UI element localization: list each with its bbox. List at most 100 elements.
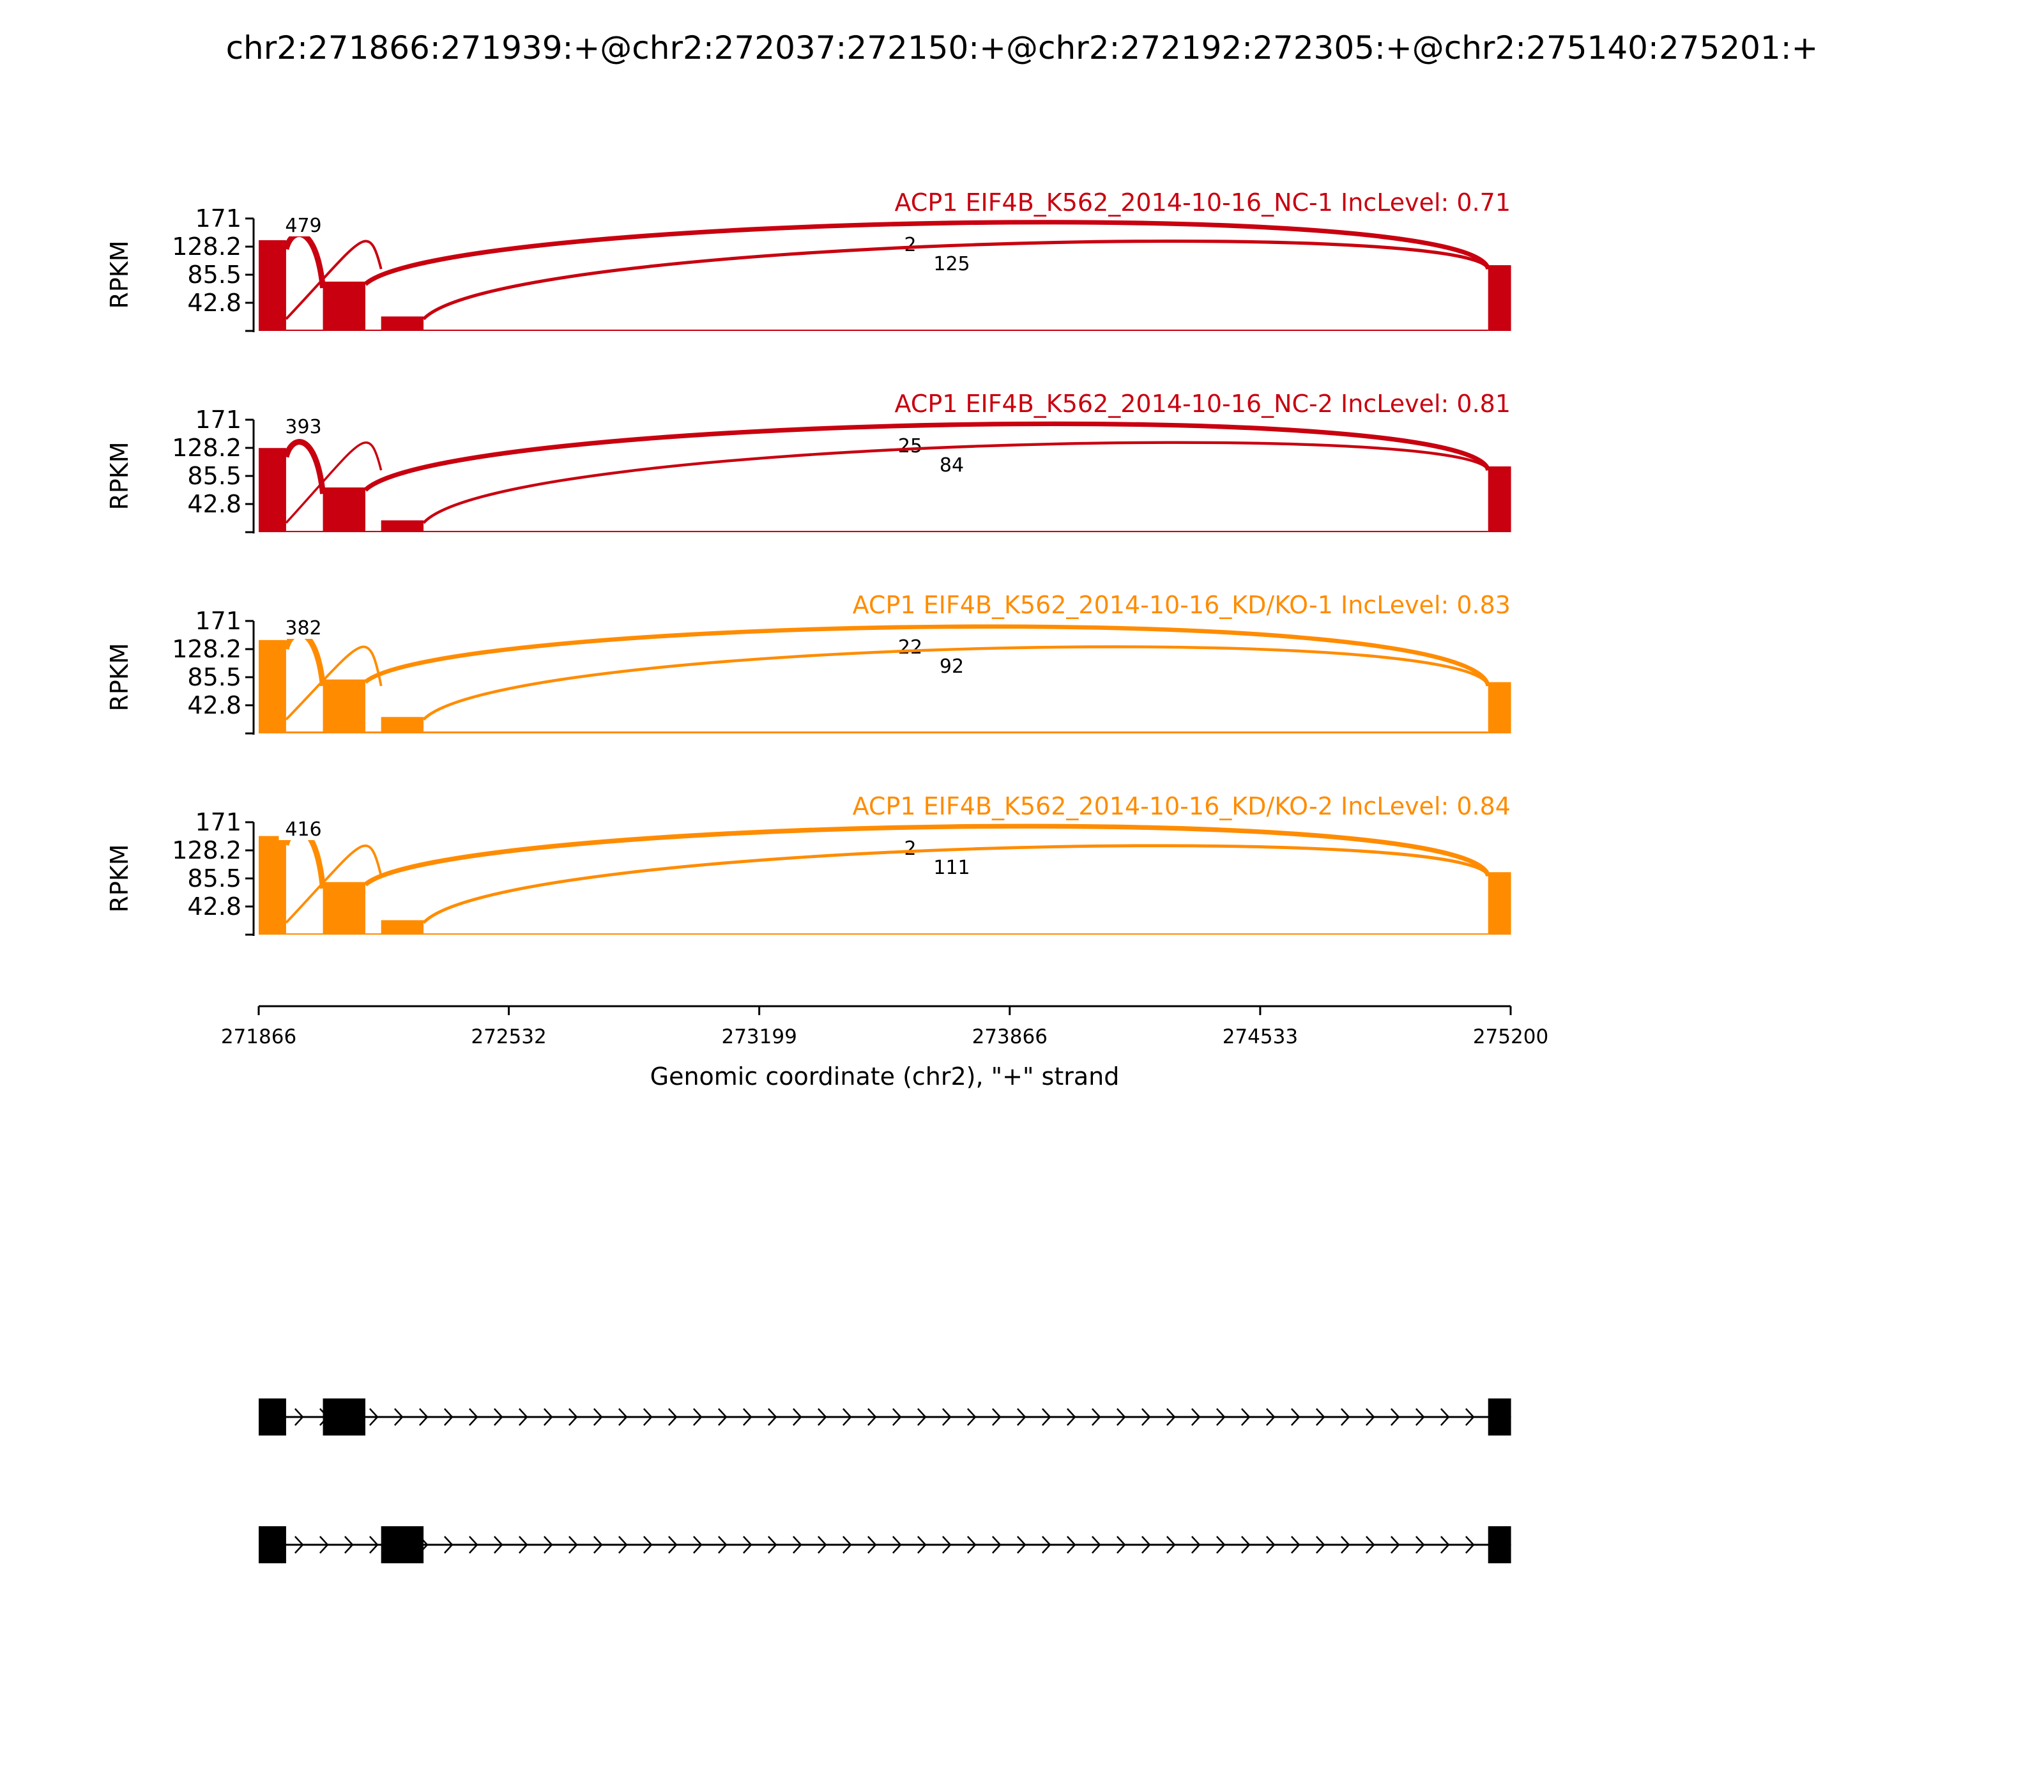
junction-label-box [278,617,328,639]
junction-label: 84 [940,454,964,477]
junction-label: 22 [898,636,922,659]
strand-chevron [418,1408,429,1426]
strand-chevron [1092,1408,1101,1426]
junction-label-box [897,838,923,859]
strand-chevron [967,1536,977,1554]
exon-block [259,1398,286,1436]
strand-chevron [843,1536,852,1554]
junction-arc [422,645,1490,721]
junction-label-box [897,234,923,256]
strand-chevron [1067,1536,1076,1554]
junction-arc [363,823,1491,887]
junction-label-box [927,857,977,878]
strand-chevron [1191,1536,1201,1554]
y-axis-label: RPKM [105,240,133,309]
junction-arc [283,439,326,494]
strand-chevron [942,1408,952,1426]
junction-label-box [933,655,970,677]
track-title: ACP1 EIF4B_K562_2014-10-16_KD/KO-2 IncLe… [853,792,1511,820]
strand-chevron [568,1408,578,1426]
track-title: ACP1 EIF4B_K562_2014-10-16_NC-2 IncLevel… [894,390,1511,418]
strand-chevron [1191,1408,1201,1426]
strand-chevron [618,1408,628,1426]
junction-label: 2 [904,234,916,256]
junction-arc [283,631,326,687]
strand-chevron [693,1408,703,1426]
y-tick-label: 42.8 [187,289,241,317]
strand-chevron [892,1408,902,1426]
exon3-coverage [381,316,424,331]
track-3: 382532292ACP1 EIF4B_K562_2014-10-16_KD/K… [105,591,1511,735]
strand-chevron [917,1536,927,1554]
intron-coverage [286,731,1488,733]
y-tick-label: 128.2 [172,434,241,462]
strand-chevron [917,1408,927,1426]
strand-chevron [1241,1536,1251,1554]
strand-chevron [793,1408,802,1426]
intron-coverage [286,933,1488,935]
strand-chevron [593,1536,603,1554]
junction-label: 111 [933,857,970,879]
exon3-coverage [381,717,424,733]
page-title: chr2:271866:271939:+@chr2:272037:272150:… [226,29,1819,66]
exon-block [381,1526,424,1563]
intron-coverage [286,530,1488,532]
junction-label: 479 [285,215,321,237]
strand-chevron [1141,1408,1151,1426]
exon-block [323,1398,365,1436]
strand-chevron [967,1408,977,1426]
exon4-coverage [1488,265,1511,331]
x-tick-label: 273866 [972,1025,1048,1048]
strand-chevron [1291,1408,1300,1426]
intron-coverage [286,329,1488,331]
track-title: ACP1 EIF4B_K562_2014-10-16_KD/KO-1 IncLe… [853,591,1511,619]
strand-chevron [643,1536,653,1554]
strand-chevron [743,1536,752,1554]
strand-chevron [468,1536,478,1554]
tracks-layer: 479572125ACP1 EIF4B_K562_2014-10-16_NC-1… [105,188,1511,936]
strand-chevron [992,1536,1002,1554]
y-tick-label: 128.2 [172,233,241,261]
y-tick-label: 171 [195,607,241,635]
strand-chevron [818,1536,827,1554]
exon2-coverage [323,487,365,532]
strand-chevron [1465,1408,1475,1426]
exon2-coverage [323,281,365,331]
isoform-skipping [259,1526,1511,1563]
strand-chevron [1216,1536,1226,1554]
junction-label-box [892,636,929,658]
strand-chevron [493,1408,503,1426]
track-2: 393292584ACP1 EIF4B_K562_2014-10-16_NC-2… [105,390,1511,533]
strand-chevron [1341,1536,1350,1554]
y-tick-label: 171 [195,204,241,233]
strand-chevron [1166,1408,1176,1426]
exon3-coverage [381,920,424,935]
strand-chevron [1266,1536,1276,1554]
y-tick-label: 85.5 [187,462,241,490]
strand-chevron [693,1536,703,1554]
strand-chevron [443,1536,454,1554]
strand-chevron [867,1536,877,1554]
strand-chevron [568,1536,578,1554]
track-4: 416502111ACP1 EIF4B_K562_2014-10-16_KD/K… [105,792,1511,936]
strand-chevron [818,1408,827,1426]
strand-chevron [1141,1536,1151,1554]
strand-chevron [294,1536,304,1554]
y-axis-label: RPKM [105,844,133,912]
strand-chevron [942,1536,952,1554]
strand-chevron [1440,1536,1450,1554]
strand-chevron [593,1408,603,1426]
x-tick-label: 274533 [1223,1025,1298,1048]
x-tick-label: 275200 [1473,1025,1548,1048]
junction-label-box [278,215,328,236]
strand-chevron [518,1408,528,1426]
strand-chevron [369,1536,379,1554]
y-tick-label: 171 [195,808,241,836]
junction-label: 125 [933,253,970,275]
strand-chevron [393,1408,404,1426]
strand-chevron [1366,1408,1375,1426]
strand-chevron [1391,1536,1400,1554]
strand-chevron [1415,1408,1425,1426]
track-1: 479572125ACP1 EIF4B_K562_2014-10-16_NC-1… [105,188,1511,332]
